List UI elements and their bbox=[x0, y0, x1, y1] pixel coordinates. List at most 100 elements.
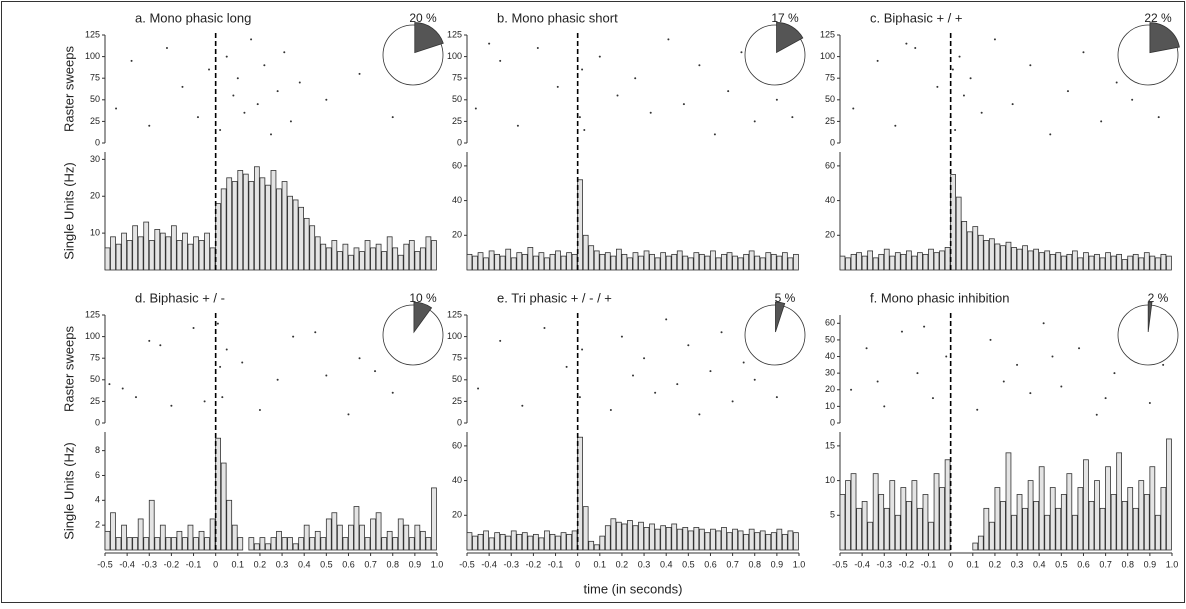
hist-bar bbox=[1033, 501, 1039, 551]
hist-bar bbox=[732, 255, 738, 271]
hist-bar bbox=[320, 243, 327, 271]
x-tick-label: 0.3 bbox=[1011, 559, 1024, 569]
hist-bar bbox=[889, 480, 896, 551]
hist-bar bbox=[110, 512, 116, 551]
hist-bar bbox=[911, 480, 918, 551]
hist-bar bbox=[649, 253, 655, 271]
hist-bar bbox=[972, 542, 979, 551]
hist-bar bbox=[287, 195, 293, 271]
hist-bar bbox=[643, 527, 650, 551]
raster-y-tick-label: 25 bbox=[825, 116, 835, 126]
hist-bar bbox=[743, 533, 750, 551]
panel-title: f. Mono phasic inhibition bbox=[870, 290, 1009, 305]
raster-spike bbox=[115, 107, 118, 110]
hist-bar bbox=[1121, 501, 1128, 551]
hist-bar bbox=[381, 251, 387, 271]
hist-bar bbox=[555, 250, 561, 271]
hist-bar bbox=[977, 535, 984, 551]
hist-bar bbox=[104, 247, 111, 271]
hist-bar bbox=[253, 543, 260, 551]
raster-y-tick-label: 125 bbox=[447, 309, 462, 319]
hist-bar bbox=[704, 255, 711, 271]
hist-bar bbox=[242, 173, 249, 271]
hist-bar bbox=[588, 245, 595, 271]
raster-spike bbox=[391, 391, 394, 394]
hist-bar bbox=[187, 524, 194, 551]
hist-bar bbox=[348, 254, 354, 271]
hist-bar bbox=[126, 240, 133, 271]
hist-bar bbox=[748, 250, 755, 271]
hist-bar bbox=[270, 170, 277, 271]
raster-y-tick-label: 75 bbox=[90, 73, 100, 83]
hist-y-tick-label: 20 bbox=[452, 510, 462, 520]
hist-bar bbox=[414, 524, 421, 551]
raster-spike bbox=[883, 405, 886, 408]
hist-bar bbox=[732, 528, 738, 551]
hist-bar bbox=[403, 243, 410, 271]
x-tick-label: -0.2 bbox=[164, 559, 180, 569]
raster-spike bbox=[148, 339, 151, 342]
hist-bar bbox=[1099, 257, 1106, 271]
panel-title: e. Tri phasic + / - / + bbox=[497, 290, 612, 305]
raster-y-tick-label: 125 bbox=[447, 29, 462, 39]
raster-spike bbox=[196, 116, 199, 119]
hist-bar bbox=[121, 524, 127, 551]
hist-bar bbox=[538, 537, 545, 551]
x-tick-label: -0.5 bbox=[459, 559, 475, 569]
raster-spike bbox=[1100, 120, 1103, 123]
x-tick-label: 0.8 bbox=[386, 559, 399, 569]
raster-y-tick-label: 75 bbox=[825, 73, 835, 83]
raster-y-tick-label: 20 bbox=[825, 384, 835, 394]
hist-bar bbox=[643, 250, 650, 271]
raster-spike bbox=[298, 81, 301, 84]
hist-bar bbox=[944, 459, 951, 551]
raster-y-tick-label: 100 bbox=[85, 331, 100, 341]
hist-bar bbox=[477, 533, 484, 551]
hist-bar bbox=[549, 533, 556, 551]
hist-bar bbox=[154, 537, 161, 551]
hist-bar bbox=[182, 232, 188, 271]
raster-spike bbox=[951, 68, 954, 71]
hist-bar bbox=[906, 250, 912, 271]
raster-spike bbox=[276, 90, 279, 93]
hist-bar bbox=[1121, 259, 1128, 271]
raster-spike bbox=[1131, 98, 1134, 101]
hist-bar bbox=[889, 255, 896, 271]
hist-bar bbox=[1060, 255, 1067, 271]
x-tick-label: 0.9 bbox=[1144, 559, 1157, 569]
hist-bar bbox=[560, 255, 567, 271]
hist-y-tick-label: 20 bbox=[825, 230, 835, 240]
raster-spike bbox=[698, 413, 701, 416]
hist-bar bbox=[494, 253, 500, 271]
raster-spike bbox=[192, 326, 195, 329]
hist-bar bbox=[839, 255, 846, 271]
raster-spike bbox=[543, 326, 546, 329]
raster-spike bbox=[989, 338, 992, 341]
hist-bar bbox=[1088, 255, 1095, 271]
raster-spike bbox=[665, 318, 668, 321]
hist-bar bbox=[787, 257, 794, 271]
hist-bar bbox=[348, 524, 354, 551]
raster-y-tick-label: 100 bbox=[447, 331, 462, 341]
hist-bar bbox=[867, 250, 874, 271]
hist-bar bbox=[370, 247, 376, 271]
hist-bar bbox=[754, 255, 761, 271]
hist-bar bbox=[604, 525, 611, 551]
hist-bar bbox=[1110, 255, 1117, 271]
hist-bar bbox=[582, 506, 589, 551]
hist-bar bbox=[303, 217, 310, 271]
hist-bar bbox=[1166, 255, 1172, 271]
hist-bar bbox=[765, 533, 772, 551]
raster-spike bbox=[709, 370, 712, 373]
hist-bar bbox=[126, 537, 133, 551]
raster-spike bbox=[914, 46, 917, 49]
hist-bar bbox=[922, 494, 929, 551]
raster-spike bbox=[314, 331, 317, 334]
hist-bar bbox=[292, 543, 299, 551]
pie-label: 20 % bbox=[409, 11, 437, 25]
raster-y-tick-label: 0 bbox=[830, 417, 835, 427]
hist-bar bbox=[939, 250, 945, 271]
hist-bar bbox=[1110, 494, 1117, 551]
hist-bar bbox=[710, 250, 716, 271]
